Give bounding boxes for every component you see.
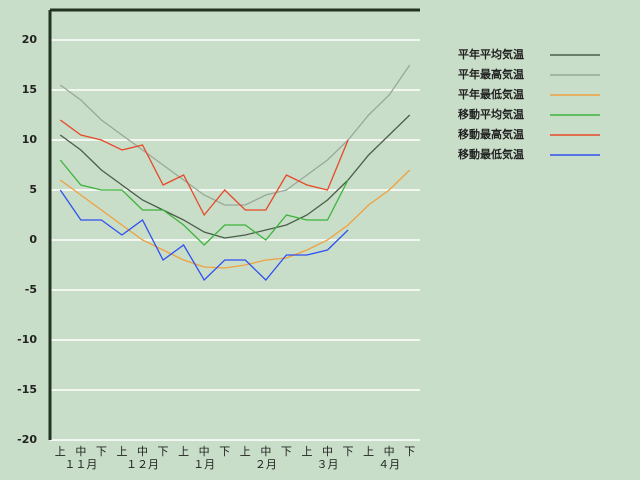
- y-tick-label: 0: [29, 233, 37, 246]
- x-tick-label: 下: [96, 445, 107, 458]
- x-tick-label: 上: [116, 445, 127, 458]
- y-tick-label: 20: [22, 33, 38, 46]
- legend-label: 平年最高気温: [458, 67, 524, 81]
- x-tick-label: 中: [260, 445, 271, 458]
- y-tick-label: -10: [17, 333, 37, 346]
- month-label: ３月: [317, 458, 339, 471]
- month-label: ２月: [255, 458, 277, 471]
- month-label: １月: [193, 458, 215, 471]
- x-tick-label: 下: [404, 445, 415, 458]
- y-tick-label: 15: [22, 83, 37, 96]
- month-label: ４月: [378, 458, 400, 471]
- series-line: [59, 159, 349, 246]
- month-label: １１月: [64, 458, 97, 471]
- legend-label: 移動最低気温: [458, 147, 524, 161]
- series-line: [59, 169, 411, 269]
- y-tick-label: -15: [17, 383, 37, 396]
- x-tick-label: 上: [55, 445, 66, 458]
- series-line: [59, 114, 411, 239]
- legend-label: 平年平均気温: [458, 47, 524, 61]
- x-tick-label: 中: [75, 445, 86, 458]
- x-tick-label: 下: [343, 445, 354, 458]
- series-line: [59, 119, 349, 217]
- y-tick-label: -20: [17, 433, 37, 446]
- legend-label: 移動平均気温: [458, 107, 524, 121]
- x-tick-label: 下: [158, 445, 169, 458]
- series-line: [59, 64, 411, 206]
- x-tick-label: 下: [219, 445, 230, 458]
- x-tick-label: 中: [137, 445, 148, 458]
- x-tick-label: 中: [322, 445, 333, 458]
- x-tick-label: 上: [178, 445, 189, 458]
- series-line: [59, 189, 349, 282]
- x-tick-label: 上: [240, 445, 251, 458]
- x-tick-label: 上: [363, 445, 374, 458]
- x-tick-label: 中: [199, 445, 210, 458]
- x-tick-label: 下: [281, 445, 292, 458]
- legend-label: 平年最低気温: [458, 87, 524, 101]
- y-tick-label: 5: [29, 183, 37, 196]
- x-tick-label: 上: [301, 445, 312, 458]
- month-label: １２月: [126, 458, 159, 471]
- y-tick-label: 10: [22, 133, 38, 146]
- y-tick-label: -5: [25, 283, 37, 296]
- x-tick-label: 中: [384, 445, 395, 458]
- legend-label: 移動最高気温: [458, 127, 524, 141]
